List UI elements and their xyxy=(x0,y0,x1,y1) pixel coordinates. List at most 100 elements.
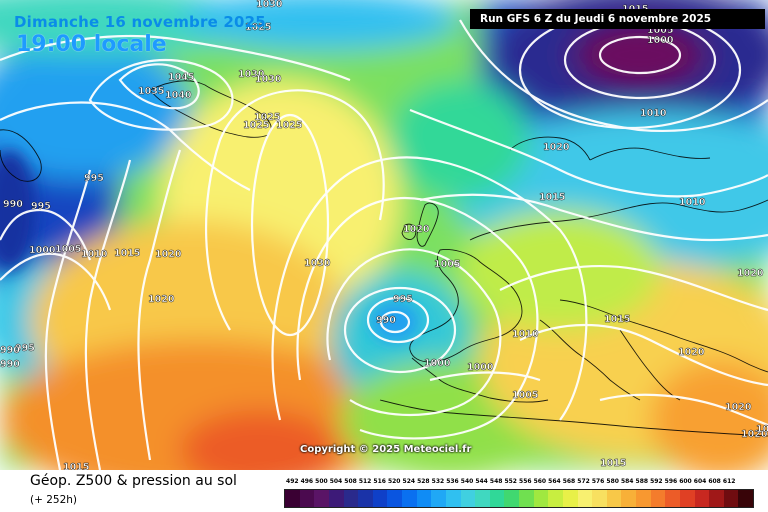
scale-value-label: 572 xyxy=(577,478,590,485)
lead-time: (+ 252h) xyxy=(30,494,78,506)
scale-value-label: 600 xyxy=(679,478,692,485)
pressure-label: 1025 xyxy=(243,120,269,131)
scale-value-label: 580 xyxy=(606,478,619,485)
scale-value-label: 584 xyxy=(620,478,634,485)
scale-value-label: 568 xyxy=(562,478,576,485)
isobars xyxy=(0,10,768,470)
scale-value-label: 592 xyxy=(650,478,663,485)
scale-swatch xyxy=(577,490,593,507)
scale-swatch xyxy=(504,490,519,507)
scale-value-label: 544 xyxy=(475,478,488,485)
scale-value-label: 576 xyxy=(591,478,605,485)
model-run-banner: Run GFS 6 Z du Jeudi 6 novembre 2025 xyxy=(470,9,765,29)
scale-swatch xyxy=(606,490,622,507)
pressure-label: 1030 xyxy=(256,0,283,10)
forecast-map: 1030 1025 1045 1040 1035 1030 1030 1025 … xyxy=(0,0,768,470)
scale-swatch xyxy=(358,490,373,507)
scale-value-label: 524 xyxy=(402,478,416,485)
pressure-label: 1030 xyxy=(255,74,282,85)
scale-swatch xyxy=(650,490,666,507)
scale-swatch xyxy=(621,490,636,507)
scale-value-label: 496 xyxy=(300,478,314,485)
forecast-date: Dimanche 16 novembre 2025 xyxy=(14,13,266,31)
pressure-label: 990 xyxy=(3,199,23,210)
scale-value-label: 560 xyxy=(533,478,547,485)
pressure-label: 1045 xyxy=(168,72,194,83)
scale-value-label: 516 xyxy=(373,478,386,485)
pressure-label: 995 xyxy=(31,201,51,212)
pressure-label: 1025 xyxy=(254,112,280,123)
pressure-label: 1010 xyxy=(679,197,706,208)
scale-swatch xyxy=(416,490,432,507)
scale-swatch xyxy=(592,490,607,507)
color-scale-labels: 492 496 500 504 508 512 516 520 524 528 532 536 540 5… xyxy=(285,478,751,490)
product-title: Géop. Z500 & pression au sol xyxy=(30,473,237,489)
scale-value-label: 564 xyxy=(548,478,561,485)
copyright-notice: Copyright © 2025 Meteociel.fr xyxy=(300,444,472,455)
scale-value-label: 512 xyxy=(358,478,372,485)
scale-swatch xyxy=(562,490,578,507)
pressure-label: 1020 xyxy=(678,347,705,358)
scale-value-label: 604 xyxy=(693,478,707,485)
scale-swatch xyxy=(387,490,402,507)
pressure-label: 995 xyxy=(393,294,413,305)
pressure-label: 1020 xyxy=(741,429,768,440)
scale-swatch xyxy=(431,490,446,507)
scale-swatch xyxy=(460,490,476,507)
scale-swatch xyxy=(665,490,680,507)
scale-swatch xyxy=(299,490,315,507)
pressure-label: 1015 xyxy=(114,248,140,259)
pressure-label: 990 xyxy=(0,345,20,356)
scale-swatch xyxy=(314,490,329,507)
scale-swatch xyxy=(694,490,710,507)
pressure-label: 1020 xyxy=(737,268,764,279)
scale-value-label: 504 xyxy=(329,478,343,485)
scale-value-label: 588 xyxy=(635,478,649,485)
coastlines xyxy=(0,80,768,437)
scale-swatch xyxy=(533,490,549,507)
pressure-labels: 1030 1025 1045 1040 1035 1030 1030 1025 … xyxy=(0,0,768,470)
pressure-label: 1020 xyxy=(155,249,182,260)
pressure-label: 1020 xyxy=(725,402,752,413)
scale-value-label: 608 xyxy=(708,478,721,485)
scale-value-label: 612 xyxy=(722,478,736,485)
local-time: 19:00 locale xyxy=(16,32,167,57)
pressure-label: 1010 xyxy=(512,329,539,340)
pressure-label: 1020 xyxy=(543,142,570,153)
pressure-label: 1015 xyxy=(63,462,89,470)
color-scale-bar xyxy=(284,489,754,508)
scale-swatch xyxy=(738,490,753,507)
pressure-label: 1005 xyxy=(434,259,460,270)
pressure-label: 1030 xyxy=(238,69,265,80)
scale-swatch xyxy=(709,490,724,507)
pressure-label: 1005 xyxy=(55,244,81,255)
pressure-label: 990 xyxy=(0,359,20,370)
scale-value-label: 556 xyxy=(519,478,532,485)
pressure-label: 1020 xyxy=(148,294,175,305)
scale-value-label: 540 xyxy=(460,478,474,485)
pressure-label: 1015 xyxy=(604,314,630,325)
pressure-label: 1005 xyxy=(512,390,538,401)
scale-swatch xyxy=(489,490,505,507)
pressure-label: 1040 xyxy=(165,90,192,101)
scale-value-label: 596 xyxy=(664,478,678,485)
scale-swatch xyxy=(475,490,490,507)
pressure-label: 995 xyxy=(15,343,35,354)
pressure-label: 995 xyxy=(84,173,104,184)
pressure-label: 1035 xyxy=(138,86,164,97)
pressure-label: 1000 xyxy=(647,35,674,46)
pressure-label: 1025 xyxy=(245,22,271,33)
scale-swatch xyxy=(285,490,300,507)
pressure-label: 1000 xyxy=(467,362,494,373)
scale-swatch xyxy=(445,490,461,507)
scale-value-label: 552 xyxy=(504,478,517,485)
pressure-label: 1010 xyxy=(640,108,667,119)
scale-swatch xyxy=(519,490,534,507)
pressure-label: 1010 xyxy=(81,249,108,260)
scale-value-label: 536 xyxy=(446,478,459,485)
pressure-label: 1015 xyxy=(756,424,768,435)
scale-swatch xyxy=(723,490,739,507)
scale-value-label: 532 xyxy=(431,478,445,485)
scale-swatch xyxy=(636,490,651,507)
pressure-label: 1015 xyxy=(600,458,626,469)
